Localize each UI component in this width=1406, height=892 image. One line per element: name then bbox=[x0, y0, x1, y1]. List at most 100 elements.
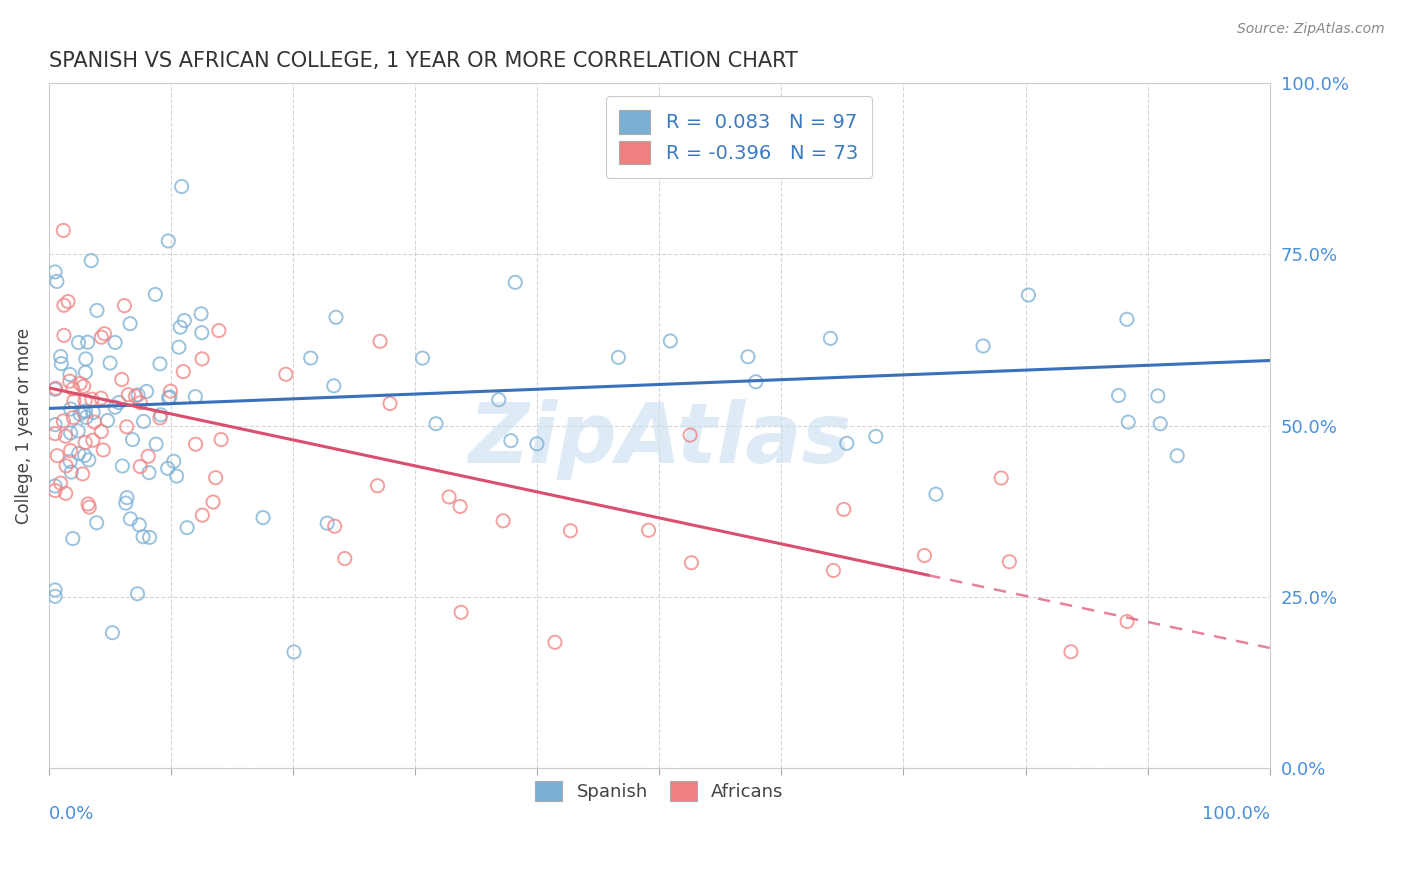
Point bbox=[67, 335, 90, 350]
Point bbox=[104, 335, 127, 350]
Point bbox=[526, 437, 548, 451]
Point bbox=[80, 253, 103, 268]
Point bbox=[90, 425, 112, 439]
Point bbox=[82, 434, 104, 448]
Point bbox=[59, 454, 82, 468]
Point bbox=[156, 461, 179, 475]
Point bbox=[86, 303, 108, 318]
Point bbox=[46, 449, 69, 463]
Point bbox=[166, 469, 188, 483]
Point bbox=[820, 331, 842, 345]
Point bbox=[1017, 288, 1039, 302]
Point bbox=[170, 179, 193, 194]
Point bbox=[120, 317, 142, 331]
Point bbox=[55, 458, 77, 473]
Point bbox=[737, 350, 759, 364]
Point bbox=[101, 625, 124, 640]
Point bbox=[44, 590, 66, 604]
Point bbox=[117, 387, 139, 401]
Point bbox=[111, 458, 134, 473]
Point bbox=[90, 391, 112, 405]
Point bbox=[127, 388, 149, 402]
Point bbox=[127, 587, 149, 601]
Point bbox=[1149, 417, 1171, 431]
Point bbox=[75, 366, 97, 380]
Point bbox=[159, 384, 181, 399]
Point bbox=[44, 417, 66, 432]
Point bbox=[972, 339, 994, 353]
Point bbox=[55, 486, 77, 500]
Point bbox=[77, 497, 100, 511]
Point bbox=[1116, 615, 1139, 629]
Point bbox=[159, 390, 181, 404]
Point bbox=[560, 524, 582, 538]
Point bbox=[378, 396, 401, 410]
Point bbox=[1060, 645, 1083, 659]
Point bbox=[75, 393, 97, 408]
Point bbox=[323, 519, 346, 533]
Legend: Spanish, Africans: Spanish, Africans bbox=[526, 772, 793, 810]
Point bbox=[63, 393, 86, 408]
Point bbox=[450, 605, 472, 619]
Point bbox=[56, 294, 79, 309]
Point bbox=[75, 435, 97, 450]
Point bbox=[322, 379, 344, 393]
Point bbox=[135, 384, 157, 399]
Point bbox=[184, 390, 207, 404]
Point bbox=[90, 330, 112, 344]
Point bbox=[157, 391, 180, 405]
Point bbox=[1116, 415, 1139, 429]
Point bbox=[544, 635, 567, 649]
Point bbox=[492, 514, 515, 528]
Point bbox=[1166, 449, 1188, 463]
Point bbox=[163, 454, 186, 468]
Point bbox=[191, 351, 214, 366]
Point bbox=[503, 276, 526, 290]
Point bbox=[366, 479, 388, 493]
Point bbox=[44, 426, 66, 441]
Point bbox=[138, 466, 160, 480]
Point bbox=[69, 376, 91, 391]
Point bbox=[77, 500, 100, 515]
Point bbox=[115, 419, 138, 434]
Point bbox=[59, 368, 82, 382]
Point bbox=[52, 298, 75, 312]
Point bbox=[129, 395, 152, 409]
Text: 100.0%: 100.0% bbox=[1202, 805, 1270, 823]
Point bbox=[128, 517, 150, 532]
Point bbox=[368, 334, 391, 349]
Point bbox=[98, 356, 121, 370]
Point bbox=[333, 551, 356, 566]
Point bbox=[157, 234, 180, 248]
Point bbox=[83, 415, 105, 429]
Point bbox=[44, 582, 66, 597]
Text: SPANISH VS AFRICAN COLLEGE, 1 YEAR OR MORE CORRELATION CHART: SPANISH VS AFRICAN COLLEGE, 1 YEAR OR MO… bbox=[49, 51, 797, 70]
Point bbox=[77, 453, 100, 467]
Point bbox=[681, 556, 703, 570]
Point bbox=[209, 433, 232, 447]
Point bbox=[86, 516, 108, 530]
Point bbox=[208, 324, 231, 338]
Point bbox=[108, 395, 131, 409]
Point bbox=[437, 490, 460, 504]
Point bbox=[325, 310, 347, 325]
Point bbox=[659, 334, 682, 348]
Point bbox=[176, 521, 198, 535]
Point bbox=[59, 401, 82, 416]
Point bbox=[124, 389, 146, 403]
Point bbox=[274, 368, 297, 382]
Point bbox=[488, 392, 510, 407]
Point bbox=[925, 487, 948, 501]
Point bbox=[912, 549, 935, 563]
Point bbox=[865, 429, 887, 443]
Point bbox=[52, 414, 75, 428]
Point bbox=[1115, 312, 1137, 326]
Point bbox=[184, 437, 207, 451]
Point bbox=[72, 405, 94, 419]
Point bbox=[93, 326, 115, 341]
Point bbox=[59, 374, 82, 388]
Point bbox=[96, 413, 118, 427]
Point bbox=[111, 372, 134, 386]
Point bbox=[44, 479, 66, 493]
Text: ZipAtlas: ZipAtlas bbox=[468, 399, 851, 480]
